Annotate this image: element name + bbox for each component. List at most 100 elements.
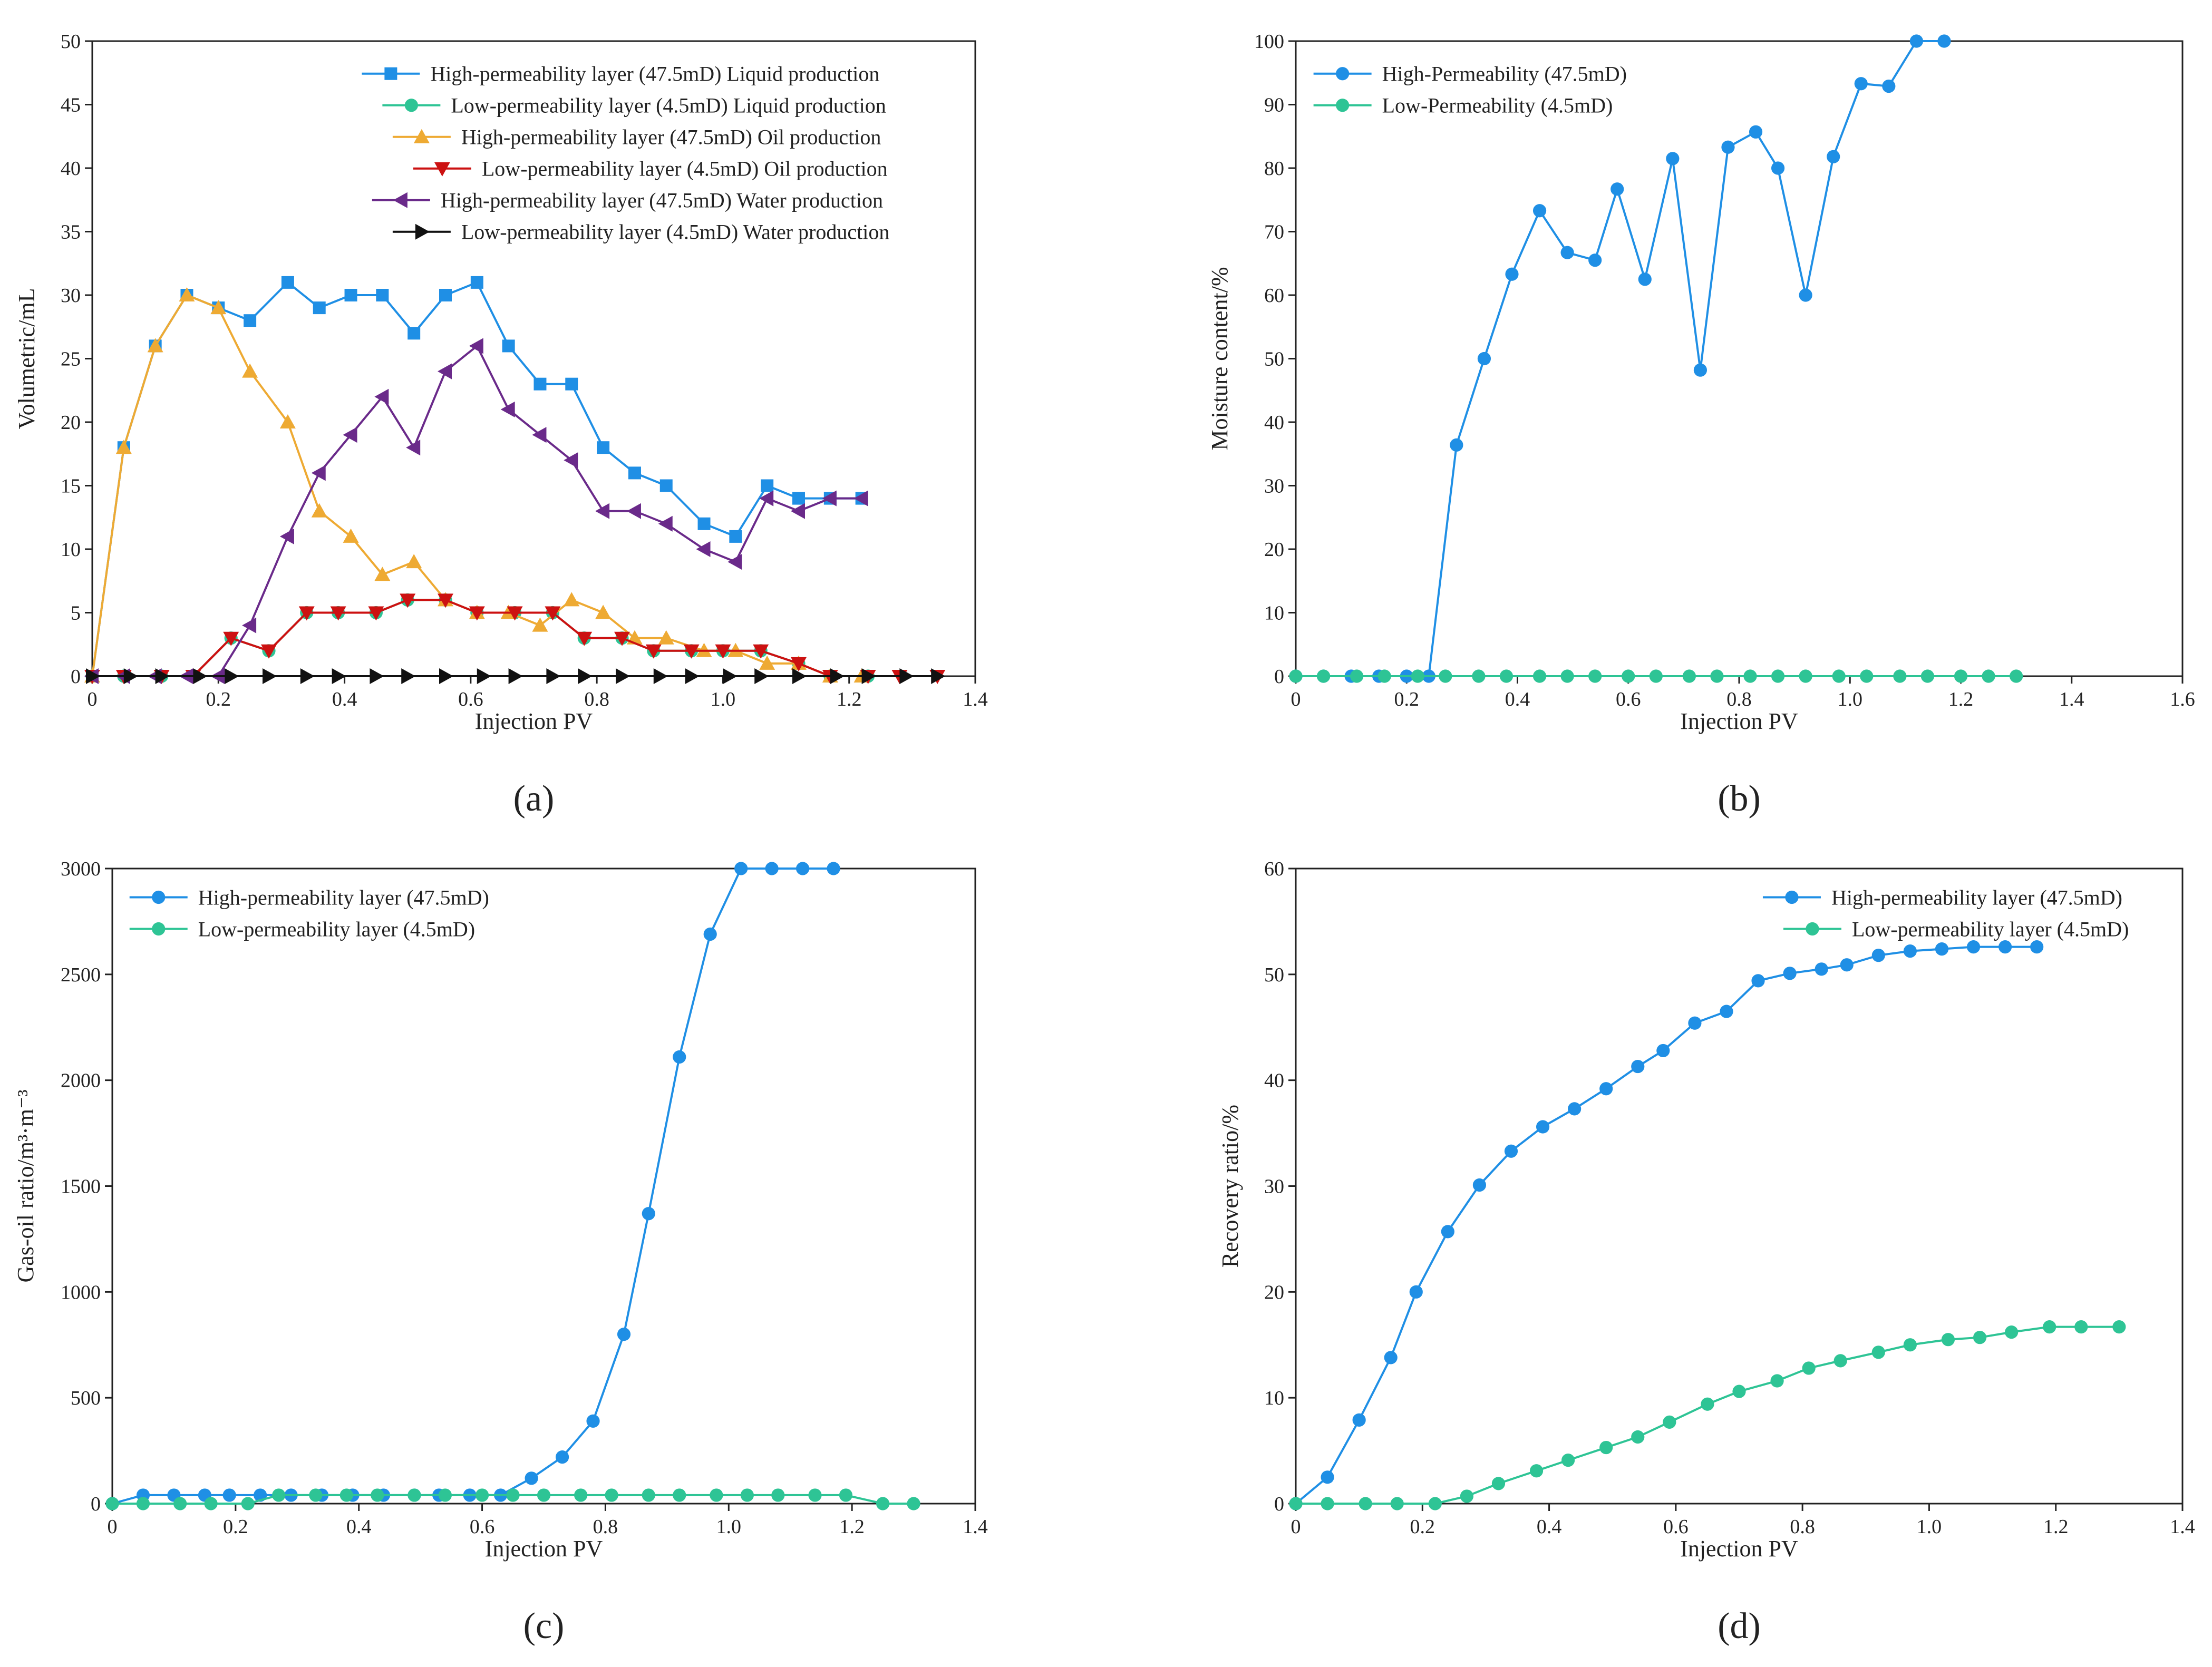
legend-marker xyxy=(384,67,397,80)
data-point xyxy=(1920,669,1935,683)
data-point xyxy=(1710,669,1724,683)
data-point xyxy=(729,530,742,543)
y-tick-label: 45 xyxy=(61,94,81,116)
data-point xyxy=(616,668,630,684)
series-1 xyxy=(105,862,840,1510)
series-2 xyxy=(1289,669,2023,683)
data-point xyxy=(123,668,138,684)
x-axis-title: Injection PV xyxy=(1680,708,1798,734)
data-point xyxy=(508,668,523,684)
data-point xyxy=(408,1488,421,1502)
data-point xyxy=(1352,1413,1366,1427)
data-point xyxy=(1732,1385,1746,1398)
data-point xyxy=(500,401,515,417)
data-point xyxy=(401,668,416,684)
legend-marker xyxy=(413,129,430,143)
data-point xyxy=(586,1414,600,1428)
y-axis-title: Volumetric/mL xyxy=(14,288,40,429)
y-tick-label: 80 xyxy=(1264,158,1284,180)
x-tick-label: 1.0 xyxy=(716,1516,742,1538)
data-point xyxy=(1568,1102,1582,1116)
y-tick-label: 50 xyxy=(1264,348,1284,371)
data-point xyxy=(1882,79,1896,93)
data-point xyxy=(754,668,769,684)
data-point xyxy=(1815,962,1828,976)
data-point xyxy=(2030,940,2044,954)
data-point xyxy=(595,605,612,619)
x-tick-label: 1.4 xyxy=(963,1516,988,1538)
data-point xyxy=(374,388,389,405)
data-point xyxy=(439,289,452,301)
y-tick-label: 35 xyxy=(61,221,81,243)
data-point xyxy=(1941,1333,1955,1347)
panel-c: 0 0.2 0.4 0.6 0.8 1.0 1.2 1.4 0 500 1000 1500 2000 25… xyxy=(13,858,988,1646)
y-tick-label: 20 xyxy=(61,412,81,434)
y-tick-label: 2000 xyxy=(61,1070,101,1092)
data-point xyxy=(792,492,805,505)
data-point xyxy=(1770,1374,1784,1388)
data-point xyxy=(1966,940,1981,954)
data-point xyxy=(830,668,845,684)
data-point xyxy=(1359,1497,1372,1510)
y-tick-label: 25 xyxy=(61,348,81,371)
legend: High-permeability layer (47.5mD) Liquid … xyxy=(362,62,889,244)
data-point xyxy=(2043,1320,2056,1334)
data-point xyxy=(2010,669,2023,683)
legend-marker xyxy=(152,922,166,936)
data-point xyxy=(546,668,561,684)
data-point xyxy=(1316,669,1331,683)
legend-label: High-permeability layer (47.5mD) Liquid … xyxy=(430,62,879,86)
y-tick-label: 1500 xyxy=(61,1176,101,1198)
data-point xyxy=(1561,1454,1575,1467)
data-point xyxy=(642,1488,655,1502)
x-tick-label: 0.2 xyxy=(223,1516,248,1538)
y-tick-label: 500 xyxy=(71,1387,101,1409)
data-point xyxy=(595,503,610,519)
panel-b: 0 0.2 0.4 0.6 0.8 1.0 1.2 1.4 1.6 0 10 20 30 40 50 60 70… xyxy=(1207,31,2195,819)
y-tick-label: 3000 xyxy=(61,858,101,880)
data-point xyxy=(179,287,195,301)
data-point xyxy=(1720,1005,1733,1018)
panel-label: (a) xyxy=(513,778,555,819)
data-point xyxy=(827,862,840,875)
data-point xyxy=(734,862,748,875)
series-1 xyxy=(1289,940,2044,1510)
data-point xyxy=(1477,352,1491,366)
data-point xyxy=(532,427,547,443)
x-tick-label: 1.4 xyxy=(2059,688,2084,710)
data-point xyxy=(1982,669,1995,683)
data-point xyxy=(406,440,421,456)
legend-marker xyxy=(1806,922,1819,936)
y-tick-label: 40 xyxy=(1264,1070,1284,1092)
data-point xyxy=(1599,1440,1613,1455)
x-tick-label: 0.2 xyxy=(1410,1516,1435,1538)
data-point xyxy=(1536,1120,1550,1134)
legend-label: Low-permeability layer (4.5mD) Water pro… xyxy=(461,220,889,244)
data-point xyxy=(1903,944,1917,958)
data-point xyxy=(1799,288,1812,302)
data-point xyxy=(242,617,257,633)
series-line xyxy=(1296,40,1944,677)
data-point xyxy=(1450,438,1463,452)
plot-frame xyxy=(1295,40,2184,677)
data-point xyxy=(697,517,711,530)
series-line xyxy=(1296,1325,2119,1505)
data-point xyxy=(653,668,668,684)
data-point xyxy=(1321,1470,1334,1484)
x-tick-label: 1.4 xyxy=(2170,1516,2195,1538)
data-point xyxy=(1871,949,1885,962)
x-tick-label: 0.2 xyxy=(206,688,231,710)
data-point xyxy=(298,606,315,621)
data-point xyxy=(281,276,294,289)
panel-label: (c) xyxy=(523,1606,565,1646)
x-axis-title: Injection PV xyxy=(485,1536,603,1562)
data-point xyxy=(1460,1489,1473,1503)
data-point xyxy=(565,377,578,391)
data-point xyxy=(507,606,523,621)
data-point xyxy=(223,631,239,646)
data-point xyxy=(617,1328,631,1341)
data-point xyxy=(683,644,700,659)
data-point xyxy=(658,630,674,645)
data-point xyxy=(931,668,946,684)
panel-a: 0 0.2 0.4 0.6 0.8 1.0 1.2 1.4 0 5 10 15 20 25 30 35 40 45… xyxy=(14,31,988,819)
